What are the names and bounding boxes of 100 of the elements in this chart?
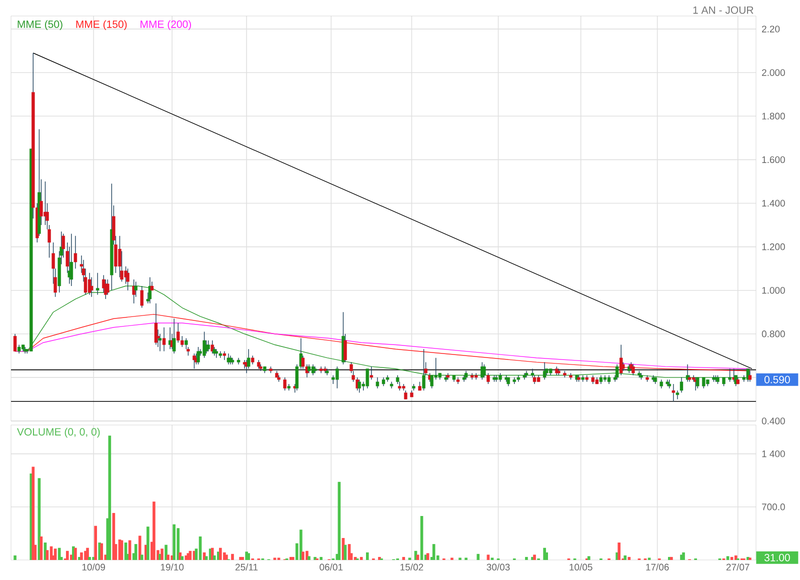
bar: [416, 554, 420, 560]
bar: [32, 466, 35, 560]
bar: [140, 554, 144, 560]
bar: [366, 552, 369, 560]
bar: [525, 556, 528, 560]
x-tick-label: 19/10: [160, 564, 184, 570]
x-tick-label: 25/11: [236, 564, 258, 570]
candlestick: [283, 377, 286, 391]
candlestick: [206, 340, 210, 352]
bar: [682, 552, 685, 560]
x-tick-label: 10/05: [570, 564, 592, 570]
candlestick: [162, 327, 166, 352]
y-tick-label: 0.400: [762, 418, 785, 424]
bar: [231, 554, 234, 560]
candlestick: [366, 368, 370, 389]
bar: [302, 552, 304, 560]
candlestick: [158, 334, 162, 352]
bar: [486, 554, 490, 560]
candlestick: [180, 336, 184, 348]
candlestick: [222, 350, 226, 360]
candlestick: [632, 364, 635, 376]
text: MME (50): [18, 20, 62, 30]
x-tick-label: 10/09: [82, 564, 105, 570]
bar: [180, 556, 184, 560]
bar: [300, 530, 302, 560]
candlestick: [430, 374, 434, 389]
candlestick: [482, 364, 486, 378]
y-tick-label: 1 400: [762, 450, 785, 458]
candlestick: [336, 366, 339, 389]
candlestick: [96, 272, 100, 296]
bar: [219, 548, 222, 560]
bar: [628, 556, 631, 560]
text: 31.00: [764, 554, 790, 562]
x-tick-label: 06/01: [320, 564, 343, 570]
y-tick-label: 0.800: [762, 330, 785, 338]
bar: [66, 550, 69, 560]
bar: [86, 548, 89, 560]
candlestick: [246, 348, 250, 370]
bar: [138, 536, 142, 560]
bar: [88, 556, 91, 560]
bar: [320, 556, 322, 560]
bar: [624, 555, 627, 560]
candlestick: [172, 318, 176, 354]
bar: [160, 548, 164, 560]
bar: [146, 526, 150, 560]
bar: [54, 548, 57, 560]
text: MME (200): [140, 20, 191, 30]
bar: [176, 528, 180, 560]
bar: [14, 555, 16, 560]
bar: [46, 550, 49, 560]
candlestick: [702, 377, 706, 389]
bar: [402, 556, 406, 560]
candlestick: [728, 368, 732, 382]
candlestick: [90, 276, 94, 298]
candlestick: [358, 379, 361, 394]
text: 0.590: [764, 376, 790, 384]
bar: [432, 544, 436, 560]
candlestick: [748, 370, 752, 382]
y-tick-label: 700.0: [762, 504, 785, 510]
bar: [247, 553, 250, 560]
candlestick: [370, 366, 374, 380]
y-tick-label: 1.400: [762, 200, 785, 207]
candlestick: [118, 236, 122, 278]
y-tick-label: 1.000: [762, 286, 785, 294]
bar: [308, 556, 310, 560]
y-tick-label: 1.600: [762, 156, 785, 164]
x-tick-label: 27/07: [726, 564, 750, 570]
bar: [152, 502, 156, 560]
candlestick: [376, 377, 380, 389]
candlestick: [176, 322, 180, 343]
bar: [80, 552, 83, 560]
y-tick-label: 2.20: [762, 26, 780, 32]
candlestick: [126, 268, 130, 291]
candlestick: [70, 233, 74, 286]
chart-title: VOLUME (0, 0, 0): [16, 428, 100, 438]
candlestick: [106, 279, 110, 296]
candlestick: [154, 303, 158, 346]
candlestick: [13, 334, 17, 352]
bar: [360, 556, 363, 560]
bar: [212, 555, 216, 560]
bar: [545, 552, 548, 560]
candlestick: [672, 384, 676, 402]
y-tick-label: 1.800: [762, 112, 785, 120]
y-tick-label: 1.200: [762, 243, 785, 250]
bar: [225, 554, 228, 560]
bar: [134, 544, 138, 560]
bar: [618, 542, 620, 560]
y-tick-label: 2.000: [762, 69, 785, 76]
bar: [94, 526, 97, 560]
bar: [166, 554, 170, 560]
text: MME (150): [76, 20, 127, 30]
candlestick: [140, 286, 144, 308]
candlestick: [486, 372, 490, 384]
candlestick: [422, 348, 426, 391]
bar: [726, 556, 730, 560]
chart-subtitle: 1 AN - JOUR: [693, 6, 754, 14]
x-tick-label: 17/06: [646, 564, 669, 570]
x-tick-label: 30/03: [486, 564, 510, 570]
x-tick-label: 15/02: [400, 564, 424, 570]
bar: [476, 554, 480, 560]
